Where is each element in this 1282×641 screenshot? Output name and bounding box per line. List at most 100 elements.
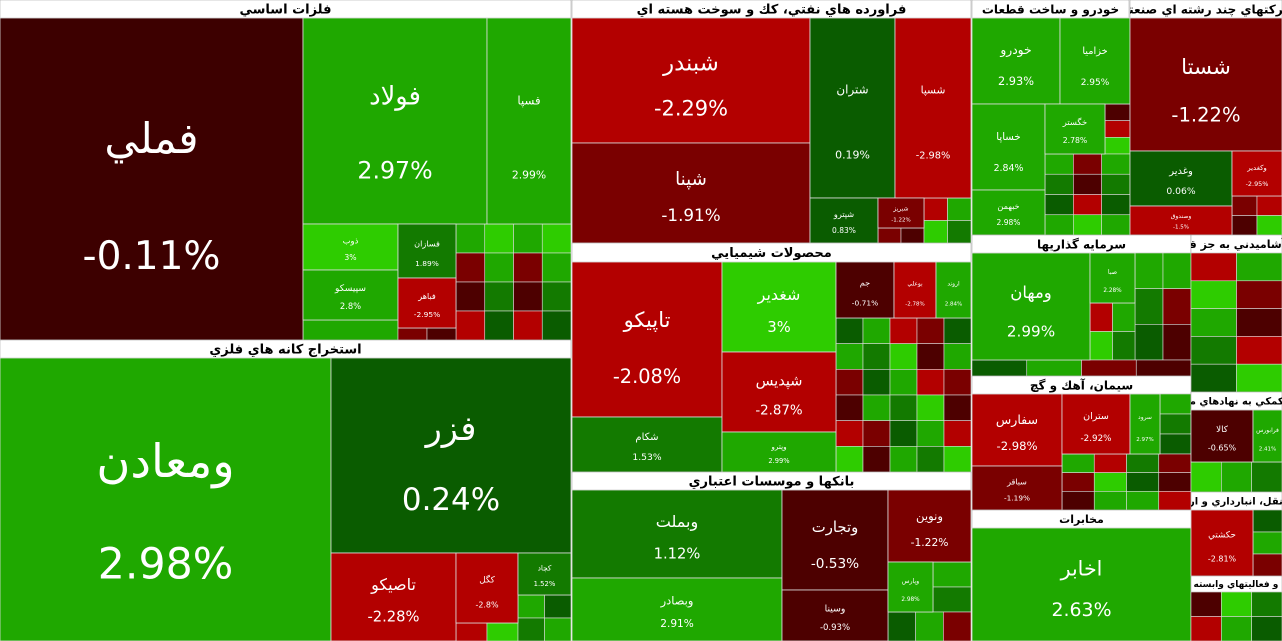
- small-tile: [889, 394, 918, 421]
- stock-tile: [1231, 150, 1282, 197]
- stock-change: 2.63%: [1051, 599, 1111, 621]
- small-tile: [943, 446, 972, 473]
- stock-tile: [893, 261, 937, 319]
- stock-name: شپنا: [675, 169, 707, 190]
- stock-name: ومعادن: [96, 434, 234, 489]
- small-tile: [541, 252, 572, 283]
- stock-name: صبا: [1108, 269, 1117, 276]
- stock-name: سباقر: [1006, 477, 1027, 486]
- stock-tile: [571, 577, 783, 641]
- stock-name: اخابر: [1060, 556, 1103, 580]
- stock-tile: [809, 197, 879, 244]
- stock-tile: [1190, 409, 1254, 463]
- stock-name: شكام: [635, 432, 658, 443]
- small-tile: [1236, 336, 1282, 365]
- small-tile: [1135, 359, 1192, 377]
- small-tile: [1236, 252, 1282, 282]
- stock-change: -1.19%: [1004, 493, 1030, 502]
- stock-name: وبملت: [656, 512, 698, 532]
- stock-tile: [571, 261, 723, 418]
- small-tile: [1221, 591, 1252, 617]
- small-tile: [835, 317, 864, 344]
- small-tile: [1236, 280, 1282, 309]
- stock-tile: [517, 552, 572, 596]
- small-tile: [1104, 103, 1131, 121]
- stock-tile: [571, 142, 811, 244]
- stock-change: -0.65%: [1208, 444, 1237, 453]
- small-tile: [862, 394, 891, 421]
- sector-title: شركتهاي چند رشته اي صنعتي: [1117, 2, 1282, 16]
- small-tile: [1073, 214, 1102, 236]
- stock-change: 2.93%: [998, 74, 1034, 88]
- stock-change: 2.98%: [997, 218, 1021, 227]
- small-tile: [541, 223, 572, 254]
- small-tile: [862, 446, 891, 473]
- stock-name: ذوب: [343, 235, 359, 245]
- small-tile: [1061, 491, 1095, 511]
- stock-change: 2.98%: [98, 540, 233, 590]
- stock-name: وصندوق: [1171, 213, 1192, 220]
- small-tile: [877, 227, 902, 244]
- small-tile: [932, 561, 972, 588]
- stock-tile: [1129, 393, 1161, 455]
- stock-name: بوعلي: [907, 281, 923, 288]
- small-tile: [1101, 153, 1131, 175]
- stock-change: -0.93%: [820, 623, 850, 633]
- stock-change: -2.95%: [1246, 180, 1269, 188]
- small-tile: [426, 327, 457, 341]
- stock-tile: [302, 17, 488, 225]
- small-tile: [943, 317, 972, 344]
- small-tile: [1236, 308, 1282, 337]
- stock-change: 1.89%: [415, 259, 439, 268]
- stock-tile: [1190, 509, 1254, 577]
- stock-name: خزاميا: [1082, 46, 1107, 57]
- stock-name: وپترو: [770, 442, 786, 451]
- small-tile: [916, 369, 945, 396]
- sector-title: فراورده هاي نفتي، كك و سوخت هسته اي: [637, 3, 907, 18]
- small-tile: [455, 622, 488, 641]
- stock-tile: [302, 223, 399, 271]
- sector-title: فلزات اساسي: [239, 3, 331, 18]
- small-tile: [517, 617, 545, 641]
- stock-tile: [571, 489, 783, 579]
- sector-title: محصولات شيميايي: [711, 246, 832, 261]
- stock-tile: [971, 17, 1061, 105]
- small-tile: [1134, 252, 1164, 289]
- stock-change: -2.8%: [475, 601, 499, 610]
- stock-name: وكغدير: [1246, 164, 1267, 172]
- small-tile: [1256, 195, 1282, 216]
- small-tile: [1044, 173, 1074, 195]
- stock-tile: [1129, 150, 1233, 207]
- small-tile: [1101, 214, 1131, 236]
- stock-tile: [571, 17, 811, 144]
- small-tile: [1252, 553, 1282, 577]
- stock-name: جم: [860, 278, 870, 288]
- stock-name: حكشتي: [1208, 531, 1236, 541]
- stock-change: 1.53%: [632, 452, 661, 463]
- small-tile: [932, 586, 972, 613]
- stock-tile: [971, 189, 1046, 236]
- small-tile: [1093, 472, 1127, 492]
- stock-change: 2.99%: [768, 457, 789, 465]
- sector-title: مخابرات: [1059, 513, 1104, 526]
- small-tile: [1101, 173, 1131, 195]
- stock-tile: [1044, 103, 1106, 155]
- small-tile: [916, 446, 945, 473]
- stock-name: وپارس: [902, 578, 919, 585]
- stock-tile: [1089, 252, 1136, 304]
- stock-name: كگل: [479, 574, 495, 585]
- small-tile: [1093, 453, 1127, 473]
- small-tile: [943, 420, 972, 447]
- small-tile: [1073, 194, 1102, 216]
- stock-tile: [971, 527, 1192, 641]
- small-tile: [1061, 453, 1095, 473]
- stock-name: فباهر: [417, 291, 436, 301]
- stock-tile: [0, 17, 304, 341]
- small-tile: [947, 197, 972, 221]
- stock-change: -1.91%: [661, 205, 720, 225]
- stock-tile: [397, 277, 457, 329]
- stock-change: 2.28%: [1103, 288, 1122, 294]
- stock-change: -1.22%: [911, 536, 949, 549]
- small-tile: [302, 319, 399, 341]
- stock-change: -1.22%: [891, 217, 911, 223]
